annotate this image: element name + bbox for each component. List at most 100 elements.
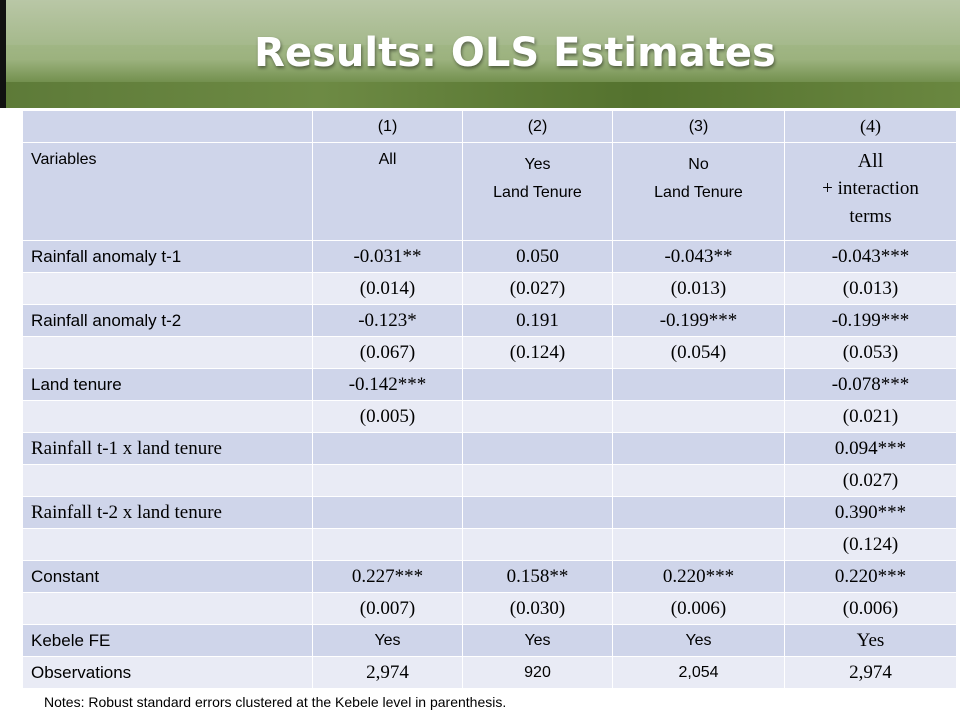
cell-value: 0.050 xyxy=(462,240,613,273)
col2-header-line1: Yes xyxy=(524,156,551,173)
cell-value: (0.014) xyxy=(312,272,463,305)
row-label: Rainfall t-1 x land tenure xyxy=(22,432,313,465)
results-table: (1) (2) (3) (4) Variables All Yes Land T… xyxy=(22,110,957,689)
cell-value: 0.094*** xyxy=(784,432,957,465)
cell-value xyxy=(612,496,785,529)
cell-value: 0.191 xyxy=(462,304,613,337)
col3-header-line2: Land Tenure xyxy=(654,184,743,201)
table-row: Rainfall t-2 x land tenure 0.390*** xyxy=(22,496,957,529)
table-row: (0.067) (0.124) (0.054) (0.053) xyxy=(22,336,957,369)
banner-edge xyxy=(0,0,6,108)
cell-value xyxy=(312,496,463,529)
cell-value xyxy=(462,400,613,433)
cell-value: (0.007) xyxy=(312,592,463,625)
col3-header: No Land Tenure xyxy=(612,142,785,241)
cell-value xyxy=(612,368,785,401)
cell-value: Yes xyxy=(784,624,957,657)
cell-value: (0.013) xyxy=(784,272,957,305)
cell-value xyxy=(462,432,613,465)
col-number-4: (4) xyxy=(784,110,957,143)
cell-value: (0.006) xyxy=(612,592,785,625)
cell-value: -0.078*** xyxy=(784,368,957,401)
cell-value: -0.199*** xyxy=(784,304,957,337)
col1-header: All xyxy=(312,142,463,241)
cell-value: (0.013) xyxy=(612,272,785,305)
cell-value xyxy=(312,528,463,561)
col4-header: All + interaction terms xyxy=(784,142,957,241)
cell-value: 0.158** xyxy=(462,560,613,593)
cell-value: (0.021) xyxy=(784,400,957,433)
cell-value xyxy=(612,432,785,465)
cell-value: (0.027) xyxy=(462,272,613,305)
header-row-groups: Variables All Yes Land Tenure No Land Te… xyxy=(22,142,957,241)
cell-value: (0.124) xyxy=(462,336,613,369)
cell-value xyxy=(612,464,785,497)
row-label: Land tenure xyxy=(22,368,313,401)
cell-value xyxy=(462,528,613,561)
cell-value: -0.123* xyxy=(312,304,463,337)
table-notes: Notes: Robust standard errors clustered … xyxy=(44,694,507,710)
cell-value: 2,974 xyxy=(784,656,957,689)
table-row: Constant 0.227*** 0.158** 0.220*** 0.220… xyxy=(22,560,957,593)
table-row: (0.027) xyxy=(22,464,957,497)
cell-value xyxy=(612,528,785,561)
row-label: Rainfall anomaly t-2 xyxy=(22,304,313,337)
cell-value xyxy=(462,464,613,497)
title-banner xyxy=(0,0,960,108)
cell-value: (0.124) xyxy=(784,528,957,561)
row-label: Rainfall t-2 x land tenure xyxy=(22,496,313,529)
row-label xyxy=(22,400,313,433)
col-number-2: (2) xyxy=(462,110,613,143)
cell-value: 920 xyxy=(462,656,613,689)
cell-value: -0.031** xyxy=(312,240,463,273)
col2-header-line2: Land Tenure xyxy=(493,184,582,201)
col4-header-line1: All xyxy=(857,150,884,172)
cell-value: (0.030) xyxy=(462,592,613,625)
cell-value: (0.054) xyxy=(612,336,785,369)
table-row: (0.124) xyxy=(22,528,957,561)
table-row: (0.007) (0.030) (0.006) (0.006) xyxy=(22,592,957,625)
row-label xyxy=(22,592,313,625)
cell-value: (0.067) xyxy=(312,336,463,369)
cell-value: -0.043*** xyxy=(784,240,957,273)
cell-value: -0.043** xyxy=(612,240,785,273)
cell-value: (0.053) xyxy=(784,336,957,369)
cell-value: (0.005) xyxy=(312,400,463,433)
table-row: Kebele FE Yes Yes Yes Yes xyxy=(22,624,957,657)
row-label xyxy=(22,528,313,561)
row-label: Rainfall anomaly t-1 xyxy=(22,240,313,273)
table-row: Land tenure -0.142*** -0.078*** xyxy=(22,368,957,401)
cell-value xyxy=(612,400,785,433)
cell-value: 0.220*** xyxy=(784,560,957,593)
slide-title: Results: OLS Estimates xyxy=(254,30,776,76)
cell-value xyxy=(462,368,613,401)
col-number-3: (3) xyxy=(612,110,785,143)
cell-value: -0.142*** xyxy=(312,368,463,401)
cell-value: (0.027) xyxy=(784,464,957,497)
header-empty-cell xyxy=(22,110,313,143)
row-label: Kebele FE xyxy=(22,624,313,657)
row-label xyxy=(22,336,313,369)
variables-header: Variables xyxy=(22,142,313,241)
col4-header-line2: + interaction xyxy=(822,178,919,199)
table-row: (0.005) (0.021) xyxy=(22,400,957,433)
col4-header-line3: terms xyxy=(849,206,892,227)
cell-value: 2,974 xyxy=(312,656,463,689)
table-row: Rainfall anomaly t-2 -0.123* 0.191 -0.19… xyxy=(22,304,957,337)
row-label: Observations xyxy=(22,656,313,689)
row-label: Constant xyxy=(22,560,313,593)
col3-header-line1: No xyxy=(688,156,709,173)
cell-value: 2,054 xyxy=(612,656,785,689)
col2-header: Yes Land Tenure xyxy=(462,142,613,241)
cell-value: -0.199*** xyxy=(612,304,785,337)
col-number-1: (1) xyxy=(312,110,463,143)
table-row: Rainfall t-1 x land tenure 0.094*** xyxy=(22,432,957,465)
cell-value: (0.006) xyxy=(784,592,957,625)
cell-value xyxy=(312,464,463,497)
banner-landscape xyxy=(0,82,960,108)
cell-value: Yes xyxy=(612,624,785,657)
cell-value: Yes xyxy=(312,624,463,657)
cell-value: 0.220*** xyxy=(612,560,785,593)
row-label xyxy=(22,464,313,497)
cell-value xyxy=(462,496,613,529)
